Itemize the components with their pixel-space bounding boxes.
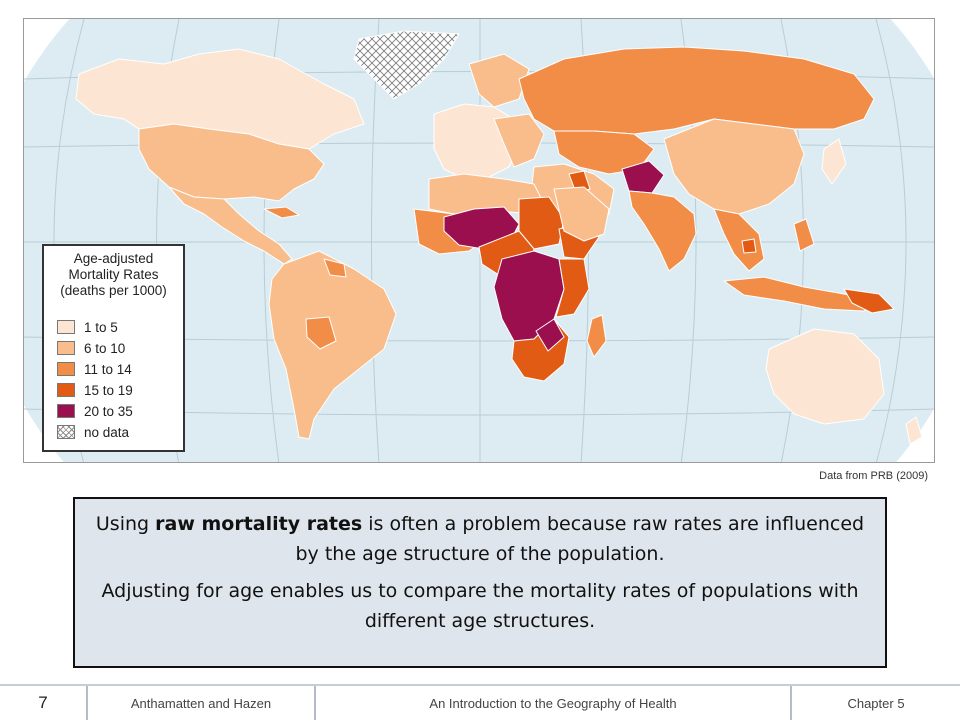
region-new-guinea [843,288,895,314]
legend-swatch [57,404,75,418]
region-guyanas [323,258,347,278]
region-canada-alaska [75,48,365,150]
legend-label: 1 to 5 [84,319,118,335]
region-japan [821,138,847,185]
slide-footer: 7 Anthamatten and Hazen An Introduction … [0,684,960,720]
legend-title-line: Mortality Rates [68,267,159,282]
legend-item: 1 to 5 [57,318,118,336]
legend-label: 11 to 14 [84,361,132,377]
legend-label: 6 to 10 [84,340,126,356]
region-bolivia [305,316,337,350]
text-run: is often a problem because raw rates are… [295,513,865,565]
region-scandinavia [468,53,530,108]
region-china [663,118,805,215]
footer-divider [790,686,792,720]
page-number: 7 [38,693,48,712]
region-south-america [268,250,397,440]
legend-swatch [57,320,75,334]
region-india-pakistan [628,190,697,272]
text-run: Using [95,513,156,535]
footer-authors: Anthamatten and Hazen [130,695,272,711]
region-east-africa [555,258,590,318]
explanation-box: Using raw mortality rates is often a pro… [73,497,887,668]
region-caribbean [263,206,300,219]
region-mexico [168,186,293,265]
region-afghanistan [621,160,665,194]
legend-swatch [57,383,75,397]
map-canvas [24,19,934,462]
emphasis-text: raw mortality rates [155,513,363,535]
region-new-zealand [905,416,923,445]
legend-label: 15 to 19 [84,382,133,398]
region-philippines [793,218,815,252]
legend-item: 6 to 10 [57,339,125,357]
region-greenland [353,30,460,100]
legend-item: 20 to 35 [57,402,133,420]
legend-title: Age-adjusted Mortality Rates (deaths per… [44,251,183,299]
paragraph-raw-rates: Using raw mortality rates is often a pro… [95,509,865,569]
world-map: Age-adjusted Mortality Rates (deaths per… [23,18,935,463]
legend-title-line: (deaths per 1000) [60,283,167,298]
region-usa [138,123,325,202]
region-southeast-asia [713,208,765,272]
region-cambodia [741,238,757,254]
legend-item: 15 to 19 [57,381,133,399]
footer-book-title: An Introduction to the Geography of Heal… [429,695,677,711]
legend-swatch [57,341,75,355]
legend-swatch [57,425,75,439]
footer-chapter: Chapter 5 [847,695,905,711]
region-australia [765,328,885,425]
legend-item: 11 to 14 [57,360,132,378]
legend-swatch [57,362,75,376]
region-eastern-europe [493,113,545,168]
legend-title-line: Age-adjusted [73,251,154,266]
region-madagascar [586,314,607,358]
region-arabia [553,186,610,242]
legend-label: no data [84,424,130,440]
footer-divider [314,686,316,720]
legend-item: no data [57,423,129,441]
footer-divider [86,686,88,720]
paragraph-age-adjust: Adjusting for age enables us to compare … [101,580,859,632]
region-zimbabwe [535,318,565,352]
data-source-caption: Data from PRB (2009) [819,470,928,482]
legend-label: 20 to 35 [84,403,133,419]
map-legend: Age-adjusted Mortality Rates (deaths per… [42,244,185,452]
